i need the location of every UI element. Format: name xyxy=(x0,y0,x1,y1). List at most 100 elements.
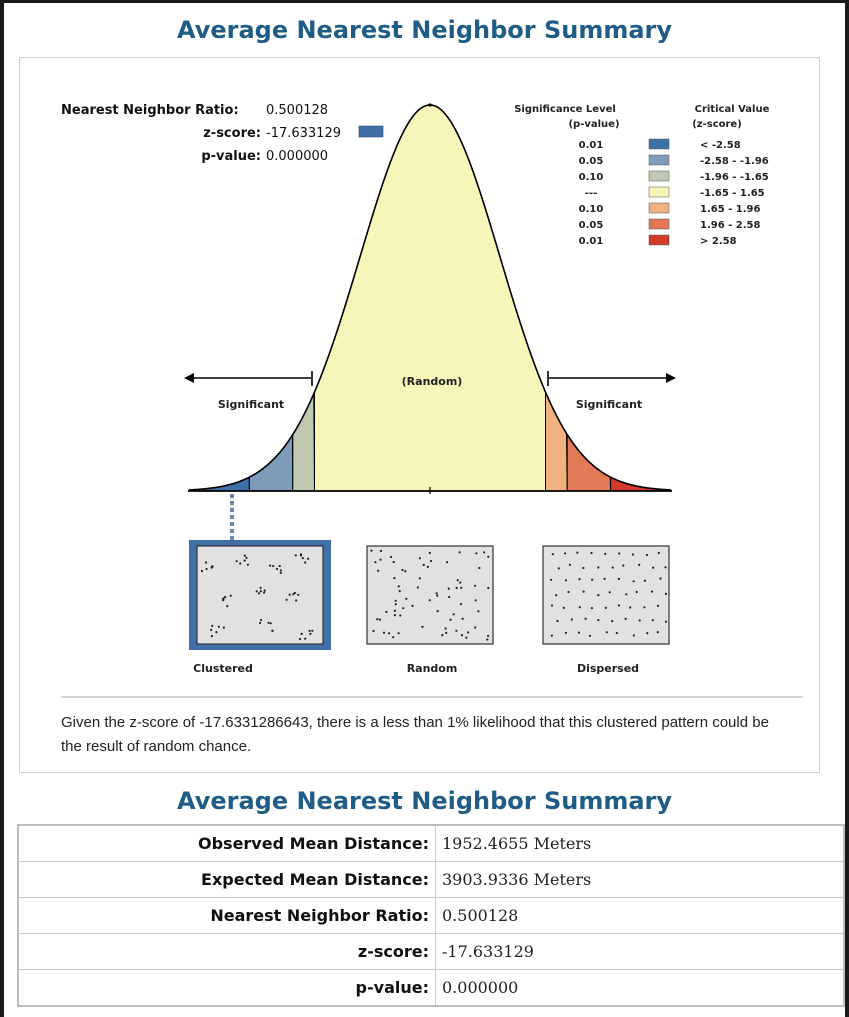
pattern-point xyxy=(448,595,451,599)
pattern-point xyxy=(294,554,297,557)
pattern-point xyxy=(444,627,447,630)
pattern-box xyxy=(196,545,324,645)
pattern-examples: Clustered Random Dispersed xyxy=(193,545,670,675)
pattern-label: Dispersed xyxy=(577,662,639,675)
pattern-point xyxy=(474,584,477,587)
pattern-point xyxy=(436,610,439,613)
pattern-point xyxy=(664,592,668,596)
pattern-point xyxy=(638,619,641,622)
pattern-point xyxy=(304,561,307,564)
pattern-point xyxy=(402,607,405,610)
pattern-point xyxy=(475,552,478,555)
p-value-value: 0.000000 xyxy=(266,149,328,164)
pattern-point xyxy=(387,632,391,635)
pattern-point xyxy=(590,551,593,555)
pattern-point xyxy=(297,593,300,596)
pattern-point xyxy=(582,566,585,570)
pattern-point xyxy=(222,626,225,629)
pattern-point xyxy=(300,632,303,636)
pattern-point xyxy=(378,618,381,621)
window-frame-top xyxy=(0,0,849,3)
pattern-point xyxy=(397,632,400,635)
pattern-point xyxy=(404,570,407,573)
pattern-point xyxy=(298,637,302,641)
pattern-point xyxy=(611,566,614,569)
pattern-point xyxy=(635,590,638,594)
pattern-point xyxy=(449,618,452,621)
table-row-label: p-value: xyxy=(17,969,436,1007)
pattern-point xyxy=(567,590,570,594)
pattern-point xyxy=(377,569,380,572)
pattern-point xyxy=(570,618,573,621)
pattern-point xyxy=(393,577,396,580)
pattern-point xyxy=(295,599,298,602)
table-row: Expected Mean Distance: 3903.9336 Meters xyxy=(17,861,845,898)
pattern-point xyxy=(435,592,438,595)
pattern-point xyxy=(272,564,275,568)
pattern-point xyxy=(428,551,431,554)
pattern-point xyxy=(299,553,302,556)
pattern-point xyxy=(564,552,567,555)
report-title: Average Nearest Neighbor Summary xyxy=(176,16,673,44)
pattern-point xyxy=(465,636,468,639)
legend-zscore: -1.96 - -1.65 xyxy=(700,172,769,183)
legend-swatch xyxy=(648,138,670,150)
pattern-point xyxy=(467,631,470,634)
pattern-point xyxy=(597,594,600,597)
legend-zscore: -2.58 - -1.96 xyxy=(700,156,769,167)
pattern-point xyxy=(659,577,662,580)
pattern-point xyxy=(551,553,554,556)
pattern-point xyxy=(578,606,581,609)
pattern-point xyxy=(390,555,393,559)
pattern-point xyxy=(269,564,272,567)
pattern-point xyxy=(243,559,246,562)
pattern-point xyxy=(452,613,455,616)
pattern-point xyxy=(447,587,450,590)
pattern-point xyxy=(279,569,282,572)
pattern-point xyxy=(418,577,421,580)
pattern-point xyxy=(445,631,448,635)
pattern-point xyxy=(416,586,419,589)
pattern-point xyxy=(292,593,295,596)
legend-zscore: > 2.58 xyxy=(700,236,737,247)
pattern-point xyxy=(217,625,220,628)
table-row: Observed Mean Distance: 1952.4655 Meters xyxy=(17,824,845,862)
pattern-point xyxy=(235,560,238,563)
pattern-point xyxy=(398,590,401,593)
curve-region xyxy=(292,393,316,492)
pattern-point xyxy=(578,578,581,581)
legend-pvalue: 0.01 xyxy=(579,236,604,247)
legend-zscore: 1.65 - 1.96 xyxy=(700,204,761,215)
pattern-point xyxy=(372,629,375,633)
pattern-point xyxy=(455,629,458,632)
legend-pvalue: --- xyxy=(585,188,597,199)
pattern-point xyxy=(550,604,554,607)
pattern-point xyxy=(460,634,464,637)
pattern-point xyxy=(664,620,668,623)
pattern-point xyxy=(421,625,424,629)
random-label: (Random) xyxy=(402,375,463,388)
pattern-point xyxy=(288,593,291,596)
legend-zscore: < -2.58 xyxy=(700,140,741,151)
pattern-point xyxy=(436,594,439,597)
pattern-point xyxy=(632,580,635,583)
pattern-point xyxy=(239,562,242,565)
legend-swatch xyxy=(648,186,670,198)
pattern-point xyxy=(557,567,560,570)
pattern-point xyxy=(379,558,382,561)
pattern-point xyxy=(278,564,281,568)
pattern-point xyxy=(608,591,611,594)
pattern-point xyxy=(591,578,594,581)
pattern-point xyxy=(487,634,490,638)
pattern-point xyxy=(487,586,490,590)
ratio-value: 0.500128 xyxy=(266,103,328,118)
pattern-point xyxy=(211,624,214,628)
pattern-point xyxy=(550,634,554,637)
pattern-point xyxy=(397,585,400,588)
pattern-point xyxy=(258,592,261,595)
pattern-point xyxy=(422,563,425,566)
table-row-label: Expected Mean Distance: xyxy=(17,861,436,898)
pattern-point xyxy=(311,629,314,632)
pattern-point xyxy=(200,569,204,573)
pattern-point xyxy=(376,618,379,621)
